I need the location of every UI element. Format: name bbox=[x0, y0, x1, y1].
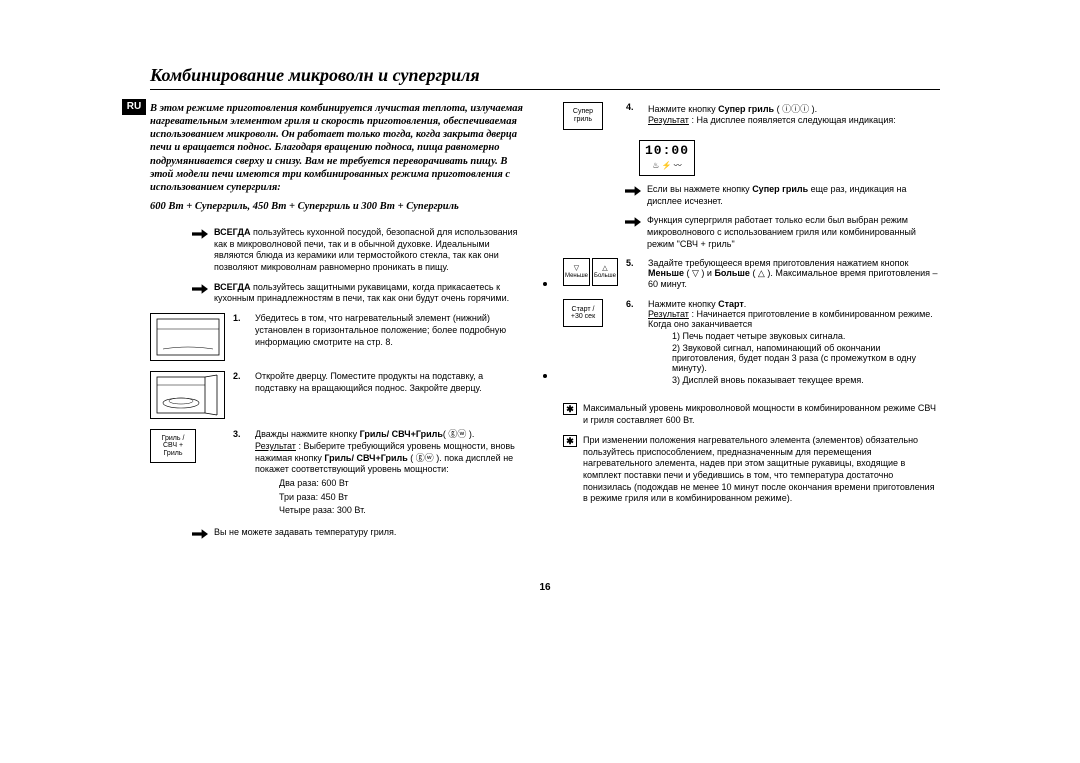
pointer-icon bbox=[192, 228, 208, 240]
step6-num: 6. bbox=[626, 299, 640, 309]
step3-text: Дважды нажмите кнопку Гриль/ СВЧ+Гриль( … bbox=[255, 429, 527, 517]
step5-text: Задайте требующееся время приготовления … bbox=[648, 258, 940, 289]
always-2: ВСЕГДА пользуйтесь защитными рукавицами,… bbox=[214, 282, 527, 305]
step1-num: 1. bbox=[233, 313, 247, 323]
step5-num: 5. bbox=[626, 258, 640, 268]
page-title: Комбинирование микроволн и супергриля bbox=[150, 65, 940, 90]
right-note-2: Функция супергриля работает только если … bbox=[647, 215, 940, 250]
step2-figure bbox=[150, 371, 225, 419]
pointer-icon bbox=[192, 283, 208, 295]
note-icon: ✱ bbox=[563, 403, 577, 415]
bottom-note-2: При изменении положения нагревательного … bbox=[583, 435, 940, 505]
column-divider bbox=[543, 102, 547, 548]
intro-text: В этом режиме приготовления комбинируетс… bbox=[150, 102, 527, 194]
step6-figure: Старт / +30 сек bbox=[563, 299, 618, 327]
modes-text: 600 Вт + Супергриль, 450 Вт + Супергриль… bbox=[150, 200, 527, 213]
left-column: В этом режиме приготовления комбинируетс… bbox=[150, 102, 527, 548]
note-icon: ✱ bbox=[563, 435, 577, 447]
pointer-icon bbox=[625, 216, 641, 228]
step2-num: 2. bbox=[233, 371, 247, 381]
pointer-icon bbox=[192, 528, 208, 540]
bottom-note-1: Максимальный уровень микроволновой мощно… bbox=[583, 403, 940, 426]
page-number: 16 bbox=[539, 582, 550, 593]
step5-figure: ▽Меньше △Больше bbox=[563, 258, 618, 286]
left-note: Вы не можете задавать температуру гриля. bbox=[214, 527, 527, 539]
step6-text: Нажмите кнопку Старт. Результат : Начина… bbox=[648, 299, 940, 385]
step1-text: Убедитесь в том, что нагревательный элем… bbox=[255, 313, 527, 348]
step1-figure bbox=[150, 313, 225, 361]
pointer-icon bbox=[625, 185, 641, 197]
step3-figure: Гриль / СВЧ + Гриль bbox=[150, 429, 225, 463]
always-1: ВСЕГДА пользуйтесь кухонной посудой, без… bbox=[214, 227, 527, 274]
step3-num: 3. bbox=[233, 429, 247, 439]
display-figure: 10:00 ♨ ⚡ 〰 bbox=[639, 140, 695, 176]
language-badge: RU bbox=[122, 99, 146, 115]
step4-num: 4. bbox=[626, 102, 640, 112]
right-note-1: Если вы нажмете кнопку Супер гриль еще р… bbox=[647, 184, 940, 207]
step4-figure: Супер гриль bbox=[563, 102, 618, 130]
right-column: Супер гриль 4. Нажмите кнопку Супер грил… bbox=[563, 102, 940, 548]
step2-text: Откройте дверцу. Поместите продукты на п… bbox=[255, 371, 527, 394]
step4-text: Нажмите кнопку Супер гриль ( ⓘⓘⓘ ). Резу… bbox=[648, 102, 940, 125]
